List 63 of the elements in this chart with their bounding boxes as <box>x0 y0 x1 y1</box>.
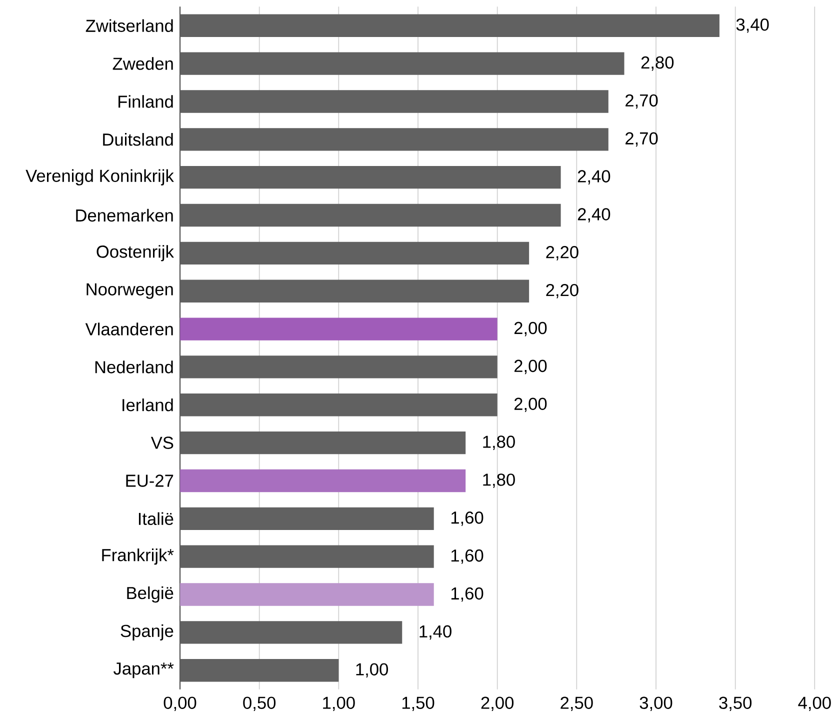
x-tick-label: 2,50 <box>560 696 593 712</box>
x-tick-label: 2,00 <box>481 696 514 712</box>
data-label: 1,40 <box>420 625 452 640</box>
bar <box>180 394 498 416</box>
y-tick-label: VS <box>150 436 174 449</box>
x-tick-label: 0,50 <box>243 696 276 712</box>
y-tick-label: EU-27 <box>126 474 174 487</box>
data-label: 1,80 <box>483 436 515 450</box>
bar <box>180 318 498 340</box>
y-tick-label: Nederland <box>95 360 173 374</box>
bar <box>180 469 466 492</box>
bar <box>180 659 339 682</box>
data-label: 1,60 <box>451 587 484 602</box>
data-label: 2,00 <box>514 322 547 336</box>
x-tick-label: 3,00 <box>640 696 672 712</box>
data-label: 1,80 <box>483 474 515 488</box>
data-label: 2,70 <box>626 94 658 109</box>
data-label: 2,80 <box>641 56 674 71</box>
x-tick-label: 3,50 <box>719 696 752 712</box>
data-label: 2,20 <box>546 246 578 260</box>
bar <box>180 356 498 378</box>
data-label: 1,60 <box>451 511 484 526</box>
y-tick-label: België <box>127 586 174 603</box>
bar <box>180 280 530 302</box>
y-tick-label: Duitsland <box>103 133 173 146</box>
bar <box>180 166 561 189</box>
y-tick-label: Verenigd Koninkrijk <box>26 169 174 186</box>
data-label: 2,40 <box>578 208 610 222</box>
data-label: 1,60 <box>451 549 484 564</box>
bar <box>180 14 720 37</box>
y-tick-label: Italië <box>138 512 174 526</box>
y-tick-label: Spanje <box>120 624 174 641</box>
y-tick-label: Zweden <box>112 57 173 70</box>
bar <box>180 204 561 227</box>
bar <box>180 507 434 530</box>
y-tick-label: Zwitserland <box>86 19 173 32</box>
data-label: 2,40 <box>578 170 610 184</box>
y-tick-label: Denemarken <box>76 208 173 222</box>
y-tick-label: Japan** <box>114 662 174 678</box>
bar <box>180 621 402 644</box>
x-tick-label: 4,00 <box>798 696 831 712</box>
y-tick-label: Vlaanderen <box>85 322 173 336</box>
bar <box>180 52 624 75</box>
data-label: 2,00 <box>514 360 547 374</box>
y-tick-label: Noorwegen <box>86 283 173 299</box>
bar <box>180 242 530 265</box>
x-tick-label: 1,50 <box>402 696 434 712</box>
bar <box>180 545 434 568</box>
y-tick-label: Finland <box>118 95 173 108</box>
bar <box>180 583 434 606</box>
bar <box>180 431 466 454</box>
y-tick-label: Frankrijk* <box>102 548 174 565</box>
bar <box>180 128 608 151</box>
x-tick-label: 1,00 <box>323 696 355 712</box>
data-label: 2,00 <box>514 398 547 412</box>
bar <box>180 90 608 113</box>
data-label: 2,70 <box>626 132 658 147</box>
data-label: 2,20 <box>546 284 578 298</box>
y-tick-label: Ierland <box>122 398 173 412</box>
y-tick-label: Oostenrijk <box>96 245 174 262</box>
data-label: 1,00 <box>356 663 388 678</box>
x-tick-label: 0,00 <box>164 696 196 712</box>
data-label: 3,40 <box>736 18 769 33</box>
